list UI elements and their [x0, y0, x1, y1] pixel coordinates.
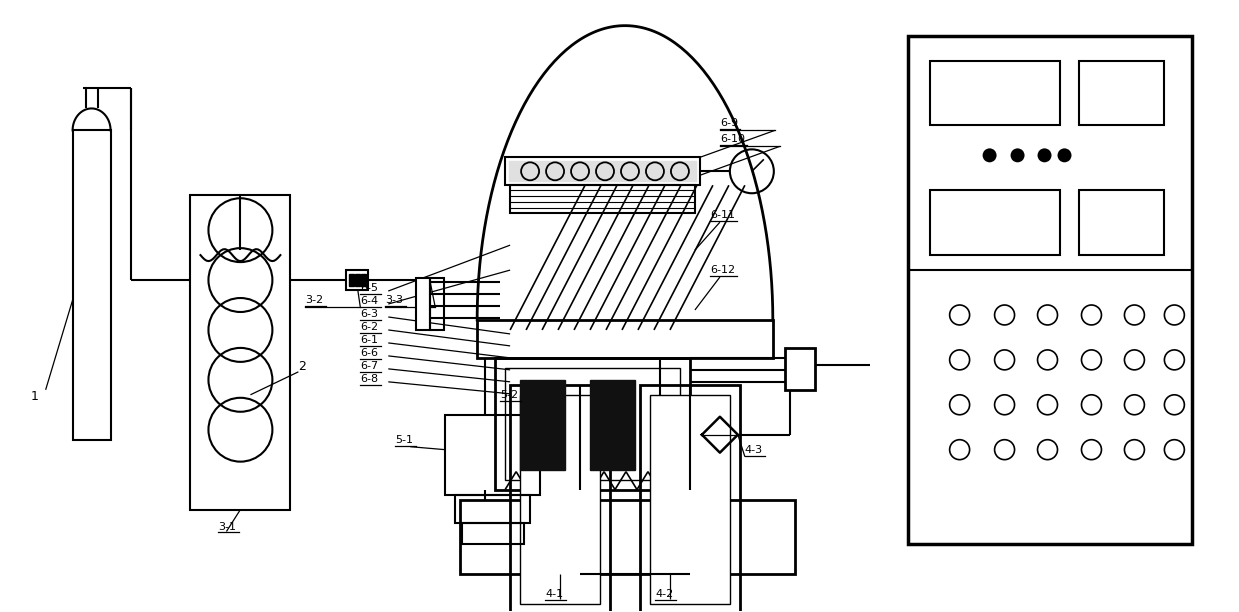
Bar — [462, 523, 524, 545]
Bar — [509, 162, 696, 181]
Bar — [908, 35, 1192, 545]
Text: 4-3: 4-3 — [745, 445, 763, 455]
Text: 3-2: 3-2 — [305, 295, 323, 305]
Bar — [520, 395, 600, 604]
Text: 1: 1 — [31, 390, 38, 403]
Text: 4-2: 4-2 — [655, 589, 673, 599]
Bar — [784, 348, 815, 390]
Bar — [460, 499, 794, 575]
Text: 6-2: 6-2 — [361, 322, 378, 332]
Text: 6-8: 6-8 — [361, 374, 378, 384]
Text: 3-1: 3-1 — [218, 521, 237, 531]
Text: 6-4: 6-4 — [361, 296, 378, 306]
Text: 6-9: 6-9 — [720, 119, 738, 129]
Text: 6-6: 6-6 — [361, 348, 378, 358]
Bar — [445, 415, 540, 494]
Bar — [349, 274, 354, 286]
Bar — [590, 380, 634, 469]
Circle shape — [1037, 148, 1052, 162]
Circle shape — [983, 148, 996, 162]
Bar — [1079, 61, 1165, 125]
Bar — [496, 358, 690, 490]
Bar — [416, 278, 430, 330]
Circle shape — [1011, 148, 1025, 162]
Bar — [650, 395, 730, 604]
Text: 6-7: 6-7 — [361, 361, 378, 371]
Bar — [506, 368, 680, 480]
Bar — [520, 380, 565, 469]
Circle shape — [1058, 148, 1072, 162]
Text: 3-3: 3-3 — [385, 295, 403, 305]
Text: 5-2: 5-2 — [501, 390, 518, 400]
Bar — [477, 320, 773, 358]
Text: 5-1: 5-1 — [395, 435, 414, 445]
Bar — [929, 61, 1059, 125]
Text: 6-12: 6-12 — [710, 265, 735, 275]
Text: 4-1: 4-1 — [545, 589, 564, 599]
Text: 6-11: 6-11 — [710, 210, 735, 220]
Bar — [510, 385, 610, 612]
Bar — [73, 130, 110, 439]
Bar — [641, 385, 740, 612]
Bar — [455, 494, 530, 523]
Bar — [510, 185, 695, 213]
Text: 6-3: 6-3 — [361, 309, 378, 319]
Bar — [929, 190, 1059, 255]
Text: 6-1: 6-1 — [361, 335, 378, 345]
Bar — [347, 270, 368, 290]
Text: 6-10: 6-10 — [720, 135, 745, 144]
Bar — [430, 278, 445, 330]
Bar — [191, 195, 290, 510]
Bar — [356, 274, 361, 286]
Text: 6-5: 6-5 — [361, 283, 378, 293]
Bar — [506, 157, 700, 185]
Text: 2: 2 — [299, 360, 306, 373]
Bar — [1079, 190, 1165, 255]
Bar — [362, 274, 367, 286]
